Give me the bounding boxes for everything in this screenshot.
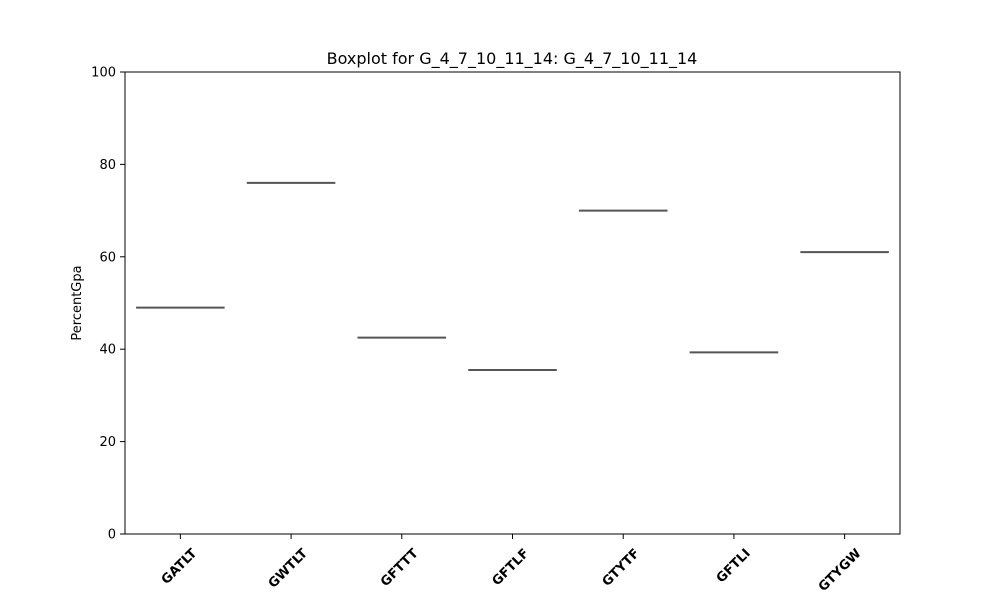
- y-axis-label: PercentGpa: [70, 265, 85, 340]
- x-tick-label: GTYTF: [600, 546, 643, 589]
- chart-title: Boxplot for G_4_7_10_11_14: G_4_7_10_11_…: [327, 49, 698, 69]
- x-tick-label: GFTLI: [714, 546, 754, 586]
- x-tick-label: GFTTT: [378, 546, 422, 590]
- x-tick-label: GTYGW: [816, 546, 865, 595]
- x-tick-label: GWTLT: [266, 546, 311, 591]
- plot-area: [136, 181, 889, 371]
- y-tick-label: 20: [99, 435, 116, 450]
- x-axis: GATLT GWTLT GFTTT GFTLF GTYTF GFTLI GTYGW: [159, 534, 865, 595]
- y-tick-label: 80: [99, 158, 116, 173]
- y-tick-label: 0: [108, 528, 116, 543]
- x-tick-label: GFTLF: [489, 546, 532, 589]
- y-tick-label: 60: [99, 250, 116, 265]
- y-tick-label: 100: [91, 66, 116, 81]
- plot-frame: [124, 71, 901, 535]
- x-tick-label: GATLT: [159, 546, 201, 588]
- y-axis: 0 20 40 60 80 100: [91, 66, 125, 543]
- y-tick-label: 40: [99, 343, 116, 358]
